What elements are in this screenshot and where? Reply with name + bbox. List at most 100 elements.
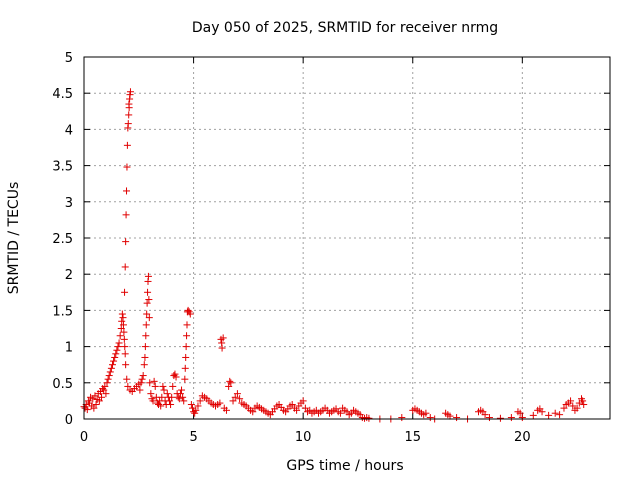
data-point [111, 353, 119, 361]
data-point [580, 401, 588, 409]
data-point [336, 409, 344, 417]
data-point [560, 404, 568, 412]
data-point [165, 397, 173, 405]
y-tick-label: 0 [65, 413, 73, 428]
data-point [301, 404, 309, 412]
data-point [113, 346, 121, 354]
y-tick-label: 1 [65, 341, 73, 356]
data-point [231, 393, 239, 401]
y-tick-label: 4 [65, 123, 73, 138]
chart-title: Day 050 of 2025, SRMTID for receiver nrm… [192, 20, 498, 36]
data-point [160, 386, 168, 394]
data-point [159, 382, 167, 390]
data-point [545, 411, 553, 419]
data-point [182, 353, 190, 361]
data-point [516, 409, 524, 417]
data-point [125, 111, 133, 119]
data-point [118, 317, 126, 325]
data-point [121, 343, 129, 351]
data-point [496, 414, 504, 422]
data-point [485, 414, 493, 422]
x-axis-title: GPS time / hours [286, 458, 403, 474]
data-point [108, 361, 116, 369]
data-point [116, 332, 124, 340]
y-tick-label: 2.5 [52, 232, 73, 247]
data-point [233, 390, 241, 398]
y-tick-label: 0.5 [52, 377, 73, 392]
data-point [141, 353, 149, 361]
data-point [293, 406, 301, 414]
data-point [507, 414, 515, 422]
data-point [144, 288, 152, 296]
data-point [187, 401, 195, 409]
data-point [227, 379, 235, 387]
data-point [92, 401, 100, 409]
data-point [142, 332, 150, 340]
x-tick-label: 15 [404, 430, 421, 445]
data-point [118, 310, 126, 318]
data-point [95, 397, 103, 405]
data-point [101, 382, 109, 390]
data-point [556, 411, 564, 419]
data-point [229, 397, 237, 405]
grid-lines [84, 57, 610, 419]
data-point [183, 332, 191, 340]
data-point [179, 393, 187, 401]
data-point [143, 299, 151, 307]
data-point [140, 361, 148, 369]
data-point [123, 375, 131, 383]
data-point [124, 120, 132, 128]
data-point [120, 335, 128, 343]
data-point [167, 401, 175, 409]
data-point [138, 375, 146, 383]
data-point [172, 373, 180, 381]
data-point [105, 372, 113, 380]
data-point [426, 414, 434, 422]
data-point [151, 382, 159, 390]
data-point [149, 397, 157, 405]
data-point [146, 379, 154, 387]
data-point [107, 364, 115, 372]
y-tick-label: 3 [65, 196, 73, 211]
data-point [122, 211, 130, 219]
data-point [114, 343, 122, 351]
data-point [222, 406, 230, 414]
data-point [136, 386, 144, 394]
data-point [123, 187, 131, 195]
data-point [121, 263, 129, 271]
data-point [123, 163, 131, 171]
data-point [110, 357, 118, 365]
data-point [249, 408, 257, 416]
data-point [225, 382, 233, 390]
data-point [398, 414, 406, 422]
data-point [158, 393, 166, 401]
data-point [175, 395, 183, 403]
data-point [124, 382, 132, 390]
data-point [171, 370, 179, 378]
data-point [181, 364, 189, 372]
data-point [157, 402, 165, 410]
data-point [191, 409, 199, 417]
data-point [163, 390, 171, 398]
data-point [518, 414, 526, 422]
data-point [121, 288, 129, 296]
data-point [569, 402, 577, 410]
data-point [168, 393, 176, 401]
data-point [299, 397, 307, 405]
data-point [579, 397, 587, 405]
data-point [422, 409, 430, 417]
data-point [192, 406, 200, 414]
data-point [103, 379, 111, 387]
data-point [137, 379, 145, 387]
data-point [538, 408, 546, 416]
data-point [117, 325, 125, 332]
data-point [219, 334, 227, 342]
y-tick-label: 2 [65, 268, 73, 283]
x-tick-label: 5 [189, 430, 197, 445]
data-point [145, 314, 153, 322]
data-point [126, 88, 134, 96]
data-point [150, 377, 158, 385]
data-points [80, 88, 588, 423]
data-point [142, 321, 150, 329]
data-point [446, 412, 454, 420]
